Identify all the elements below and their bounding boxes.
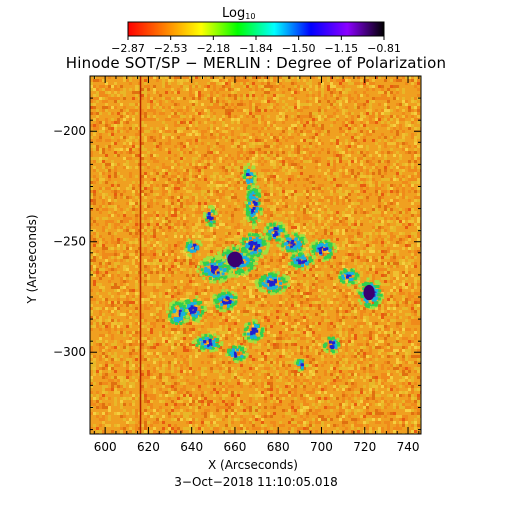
colorbar-tick-label: −0.81	[367, 42, 401, 55]
plot-frame	[89, 75, 422, 435]
x-tick-label: 700	[310, 440, 333, 454]
y-tick-label: −250	[53, 235, 86, 249]
observation-date: 3−Oct−2018 11:10:05.018	[174, 475, 338, 489]
dark-column-artifact	[139, 76, 142, 434]
x-tick-label: 740	[397, 440, 420, 454]
x-tick-label: 640	[180, 440, 203, 454]
y-tick-label: −200	[53, 124, 86, 138]
plot-title: Hinode SOT/SP − MERLIN : Degree of Polar…	[65, 54, 447, 72]
x-tick-label: 600	[94, 440, 117, 454]
x-tick-label: 660	[223, 440, 246, 454]
sunspot-core	[363, 284, 375, 301]
colorbar	[127, 21, 385, 37]
colorbar-title: Log10	[222, 6, 256, 21]
x-tick-label: 680	[267, 440, 290, 454]
sunspot-core	[227, 251, 243, 268]
x-tick-label: 720	[353, 440, 376, 454]
colorbar-tick-label: −2.18	[196, 42, 231, 55]
x-tick-label: 620	[137, 440, 160, 454]
colorbar-tick-label: −2.87	[111, 42, 145, 55]
colorbar-tick-label: −2.53	[153, 42, 188, 55]
colorbar-tick-labels: −2.87 −2.53 −2.18 −1.84 −1.50 −1.15 −0.81	[108, 42, 408, 56]
polarization-image	[90, 76, 421, 434]
y-tick-label: −300	[53, 345, 86, 359]
colorbar-tick-label: −1.84	[239, 42, 273, 55]
x-axis-label: X (Arcseconds)	[208, 458, 298, 472]
colorbar-tick-label: −1.15	[324, 42, 359, 55]
colorbar-tick-label: −1.50	[281, 42, 316, 55]
